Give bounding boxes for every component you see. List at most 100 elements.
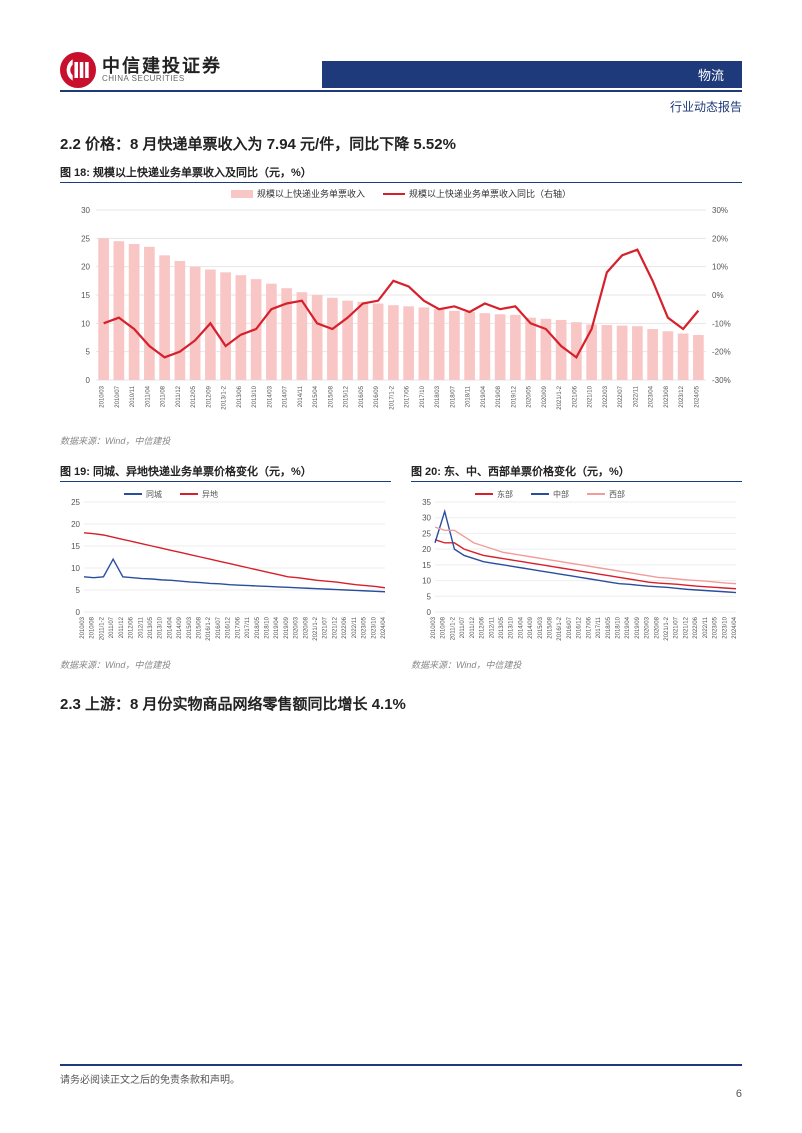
svg-text:0%: 0%: [712, 291, 724, 300]
svg-text:2018/05: 2018/05: [255, 616, 261, 638]
svg-text:2015/08: 2015/08: [548, 616, 554, 638]
svg-text:2011/12: 2011/12: [119, 616, 125, 638]
section-2-3-title: 2.3 上游：8 月份实物商品网络零售额同比增长 4.1%: [60, 693, 742, 714]
svg-text:东部: 东部: [497, 489, 513, 499]
svg-text:2011/07: 2011/07: [460, 616, 466, 638]
svg-text:2023/10: 2023/10: [371, 616, 377, 638]
svg-text:2010/03: 2010/03: [80, 616, 86, 638]
svg-text:2024/04: 2024/04: [381, 616, 387, 638]
svg-text:5: 5: [86, 348, 91, 357]
svg-text:2018/11: 2018/11: [466, 385, 472, 407]
svg-text:2021/1-2: 2021/1-2: [313, 616, 319, 640]
svg-text:2011/07: 2011/07: [109, 616, 115, 638]
svg-text:2020/03: 2020/03: [645, 616, 651, 638]
svg-text:2023/10: 2023/10: [722, 616, 728, 638]
svg-text:2013/06: 2013/06: [237, 385, 243, 407]
svg-text:2021/1-2: 2021/1-2: [664, 616, 670, 640]
svg-text:2022/07: 2022/07: [618, 385, 624, 407]
svg-text:2022/06: 2022/06: [342, 616, 348, 638]
fig18-title: 图 18: 规模以上快递业务单票收入及同比（元，%）: [60, 164, 742, 183]
svg-text:2022/06: 2022/06: [693, 616, 699, 638]
svg-text:2018/10: 2018/10: [615, 616, 621, 638]
report-header: 中信建投证券 CHINA SECURITIES 物流: [60, 40, 742, 88]
svg-text:异地: 异地: [202, 489, 218, 499]
fig18-chart: 规模以上快递业务单票收入 规模以上快递业务单票收入同比（右轴） 0 5 10 15 20…: [60, 187, 742, 432]
svg-text:2018/07: 2018/07: [450, 385, 456, 407]
svg-text:2022/11: 2022/11: [703, 616, 709, 638]
svg-text:2013/10: 2013/10: [509, 616, 515, 638]
svg-text:2015/08: 2015/08: [328, 385, 334, 407]
svg-text:2021/1-2: 2021/1-2: [557, 385, 563, 409]
svg-text:2021/06: 2021/06: [572, 385, 578, 407]
svg-text:2018/05: 2018/05: [606, 616, 612, 638]
svg-text:2012/05: 2012/05: [191, 385, 197, 407]
report-type-label: 行业动态报告: [60, 98, 742, 115]
svg-text:2016/12: 2016/12: [577, 616, 583, 638]
svg-text:2012/06: 2012/06: [129, 616, 135, 638]
svg-text:5: 5: [427, 592, 432, 601]
svg-text:2021/12: 2021/12: [332, 616, 338, 638]
svg-text:2011/1-2: 2011/1-2: [450, 616, 456, 640]
fig18-source: 数据来源：Wind，中信建投: [60, 434, 742, 447]
svg-text:2011/1-2: 2011/1-2: [99, 616, 105, 640]
svg-text:2019/04: 2019/04: [274, 616, 280, 638]
svg-text:同城: 同城: [146, 490, 162, 499]
svg-text:2024/05: 2024/05: [694, 385, 700, 407]
svg-text:2010/08: 2010/08: [90, 616, 96, 638]
svg-text:2010/03: 2010/03: [100, 385, 106, 407]
svg-text:2014/09: 2014/09: [528, 616, 534, 638]
fig20-title: 图 20: 东、中、西部单票价格变化（元，%）: [411, 463, 742, 482]
svg-text:2010/11: 2010/11: [130, 385, 136, 407]
svg-text:2017/11: 2017/11: [245, 616, 251, 638]
fig19-title: 图 19: 同城、异地快递业务单票价格变化（元，%）: [60, 463, 391, 482]
svg-text:2016/07: 2016/07: [216, 616, 222, 638]
fig18-legend-line: 规模以上快递业务单票收入同比（右轴）: [409, 187, 571, 200]
header-rule: [60, 90, 742, 92]
svg-text:中部: 中部: [553, 489, 569, 499]
svg-text:30: 30: [81, 206, 90, 215]
svg-text:20: 20: [422, 545, 431, 554]
svg-text:10: 10: [81, 319, 90, 328]
svg-text:20%: 20%: [712, 234, 728, 243]
svg-text:2012/09: 2012/09: [206, 385, 212, 407]
svg-text:-10%: -10%: [712, 319, 731, 328]
svg-text:2011/04: 2011/04: [145, 385, 151, 407]
fig20-chart: 东部中部西部051015202530352010/032010/082011/1…: [411, 486, 742, 656]
svg-text:2012/11: 2012/11: [489, 616, 495, 638]
svg-text:10: 10: [422, 577, 431, 586]
svg-text:2019/04: 2019/04: [481, 385, 487, 407]
svg-text:2012/11: 2012/11: [138, 616, 144, 638]
svg-text:2020/08: 2020/08: [303, 616, 309, 638]
svg-text:2017/1-2: 2017/1-2: [389, 385, 395, 409]
svg-text:15: 15: [81, 291, 90, 300]
svg-text:2021/12: 2021/12: [683, 616, 689, 638]
svg-text:2014/04: 2014/04: [167, 616, 173, 638]
svg-text:2020/05: 2020/05: [527, 385, 533, 407]
svg-text:2014/11: 2014/11: [298, 385, 304, 407]
svg-text:0: 0: [86, 376, 91, 385]
svg-text:2013/05: 2013/05: [499, 616, 505, 638]
svg-text:2023/12: 2023/12: [679, 385, 685, 407]
svg-text:2012/06: 2012/06: [480, 616, 486, 638]
fig19-source: 数据来源：Wind，中信建投: [60, 658, 391, 671]
svg-text:2019/09: 2019/09: [635, 616, 641, 638]
svg-text:2016/07: 2016/07: [567, 616, 573, 638]
svg-text:2016/1-2: 2016/1-2: [557, 616, 563, 640]
svg-text:2010/03: 2010/03: [431, 616, 437, 638]
svg-text:2013/10: 2013/10: [252, 385, 258, 407]
svg-text:-20%: -20%: [712, 348, 731, 357]
svg-text:2020/08: 2020/08: [654, 616, 660, 638]
fig18-legend-bar: 规模以上快递业务单票收入: [257, 187, 365, 200]
svg-text:2016/12: 2016/12: [226, 616, 232, 638]
page-number: 6: [736, 1088, 742, 1100]
svg-text:2017/10: 2017/10: [420, 385, 426, 407]
svg-text:-30%: -30%: [712, 376, 731, 385]
svg-text:20: 20: [71, 520, 80, 529]
svg-text:2014/04: 2014/04: [518, 616, 524, 638]
svg-text:2011/12: 2011/12: [176, 385, 182, 407]
svg-text:2018/10: 2018/10: [264, 616, 270, 638]
svg-text:2019/04: 2019/04: [625, 616, 631, 638]
svg-text:2011/08: 2011/08: [161, 385, 167, 407]
svg-text:2011/12: 2011/12: [470, 616, 476, 638]
svg-text:25: 25: [71, 498, 80, 507]
